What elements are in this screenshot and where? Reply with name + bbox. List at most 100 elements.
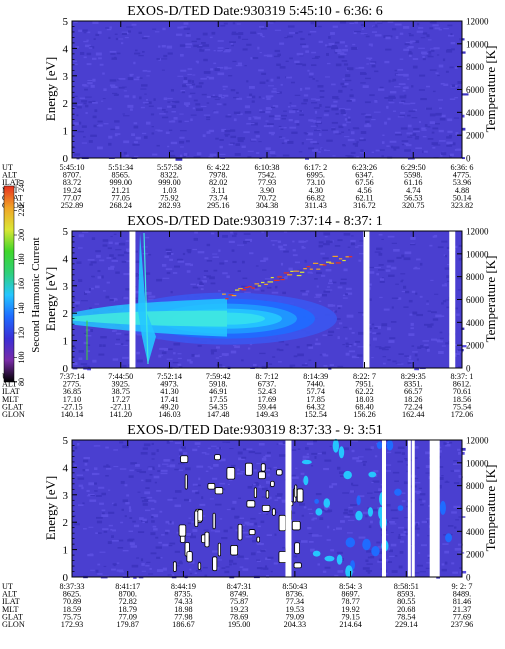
noise-cell (91, 275, 95, 278)
noise-cell (76, 114, 79, 117)
noise-cell (405, 41, 413, 44)
noise-cell (419, 295, 423, 298)
noise-cell (401, 492, 406, 494)
noise-cell (195, 569, 202, 572)
noise-cell (349, 345, 352, 347)
noise-cell (257, 32, 263, 35)
noise-cell (149, 567, 152, 570)
noise-cell (226, 115, 231, 118)
panel-3-xticks (71, 440, 463, 577)
table-cell: 8:47:31 (227, 582, 252, 591)
noise-cell (308, 359, 312, 361)
noise-cell (331, 483, 338, 486)
noise-cell (272, 356, 276, 358)
noise-cell (250, 552, 256, 556)
noise-cell (435, 112, 442, 116)
noise-cell (73, 95, 78, 97)
noise-cell (112, 563, 117, 566)
noise-cell (118, 78, 126, 80)
noise-cell (247, 485, 253, 489)
noise-cell (254, 288, 260, 291)
noise-cell (313, 107, 320, 109)
noise-cell (195, 103, 201, 106)
y2-tick-label: 10000 (466, 249, 489, 259)
noise-cell (332, 25, 338, 28)
saturation-patch (294, 484, 298, 498)
intensity-spot (338, 446, 345, 459)
noise-cell (337, 570, 343, 573)
noise-cell (344, 136, 350, 138)
noise-cell (128, 506, 132, 510)
noise-cell (365, 559, 369, 563)
noise-cell (83, 456, 91, 460)
noise-cell (394, 86, 401, 88)
noise-cell (334, 310, 338, 313)
noise-cell (156, 58, 160, 60)
noise-cell (246, 80, 249, 83)
noise-cell (422, 55, 425, 59)
noise-cell (173, 352, 176, 355)
noise-cell (243, 240, 247, 244)
noise-cell (249, 93, 253, 97)
noise-cell (263, 468, 271, 472)
noise-cell (166, 45, 173, 49)
noise-cell (343, 326, 348, 329)
noise-cell (212, 477, 218, 480)
noise-cell (114, 242, 121, 245)
noise-cell (345, 121, 351, 123)
noise-cell (267, 451, 271, 454)
noise-cell (184, 104, 189, 106)
table-cell: 74.33 (174, 597, 192, 606)
noise-cell (121, 508, 124, 511)
y2-tick-label: 10000 (466, 458, 489, 468)
noise-cell (196, 283, 204, 287)
table-row-label: ILAT (2, 597, 20, 606)
noise-cell (359, 137, 364, 140)
panel-3: EXOS-D/TED Date:930319 8:37:33 - 9: 3:51… (2, 423, 498, 629)
noise-cell (418, 47, 425, 49)
noise-cell (456, 349, 463, 353)
noise-cell (92, 57, 97, 60)
noise-cell (231, 234, 237, 238)
saturation-patch (276, 469, 283, 476)
noise-cell (101, 275, 104, 279)
noise-cell (211, 31, 216, 35)
noise-cell (304, 362, 308, 365)
noise-cell (385, 48, 392, 51)
noise-cell (399, 58, 404, 60)
noise-cell (236, 91, 239, 94)
noise-cell (113, 233, 117, 235)
noise-cell (292, 476, 299, 479)
table-cell: 62.11 (355, 193, 373, 202)
y2-tick-label: 4000 (466, 108, 485, 118)
noise-cell (92, 21, 99, 24)
panel-1-texture (72, 21, 469, 161)
panel-2-y2label: Temperature [K] (483, 256, 498, 343)
table-cell: 8707. (63, 171, 81, 180)
y2-tick-label: 6000 (466, 504, 485, 514)
table-cell: 50.14 (453, 193, 471, 202)
noise-cell (428, 51, 432, 54)
noise-cell (397, 536, 401, 539)
noise-cell (352, 457, 360, 460)
noise-cell (135, 260, 141, 264)
noise-cell (168, 150, 174, 153)
noise-cell (74, 464, 77, 467)
noise-cell (387, 359, 391, 361)
noise-cell (323, 290, 331, 293)
table-cell: 82.02 (209, 178, 227, 187)
noise-cell (373, 470, 379, 473)
noise-cell (94, 467, 98, 470)
noise-cell (90, 134, 97, 137)
noise-cell (350, 151, 356, 155)
noise-cell (114, 33, 118, 35)
noise-cell (213, 463, 219, 467)
noise-cell (362, 511, 369, 514)
noise-cell (103, 530, 108, 533)
noise-cell (385, 269, 391, 272)
noise-cell (299, 113, 305, 116)
noise-cell (85, 468, 89, 472)
noise-cell (97, 276, 102, 279)
table-cell: 8489. (453, 590, 471, 599)
